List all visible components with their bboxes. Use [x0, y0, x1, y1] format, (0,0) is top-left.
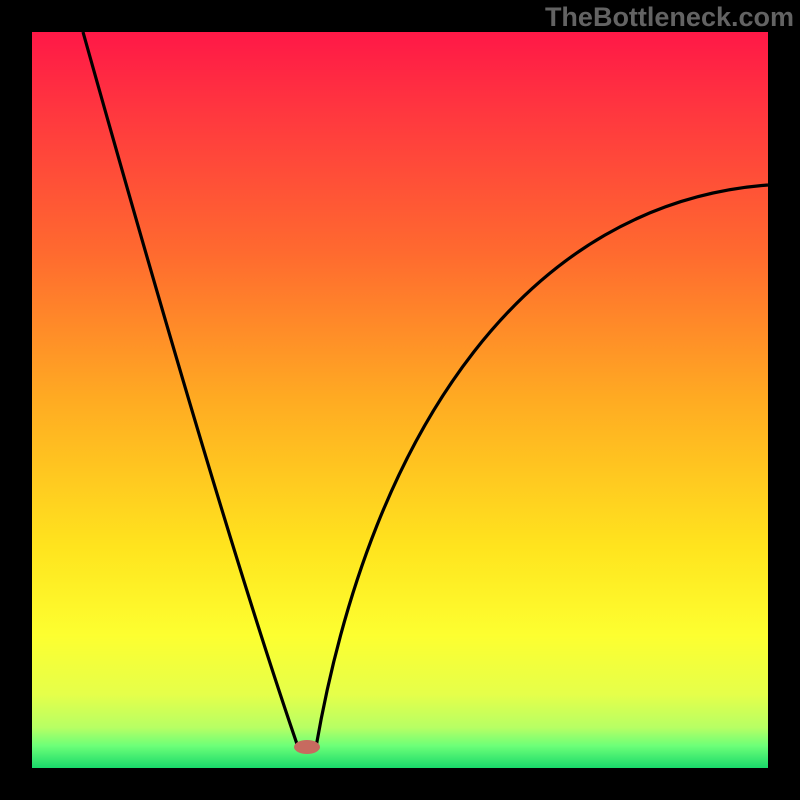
chart-background-gradient [32, 32, 768, 768]
optimum-marker [294, 740, 320, 754]
chart-frame [0, 0, 800, 800]
watermark-text: TheBottleneck.com [545, 2, 794, 33]
